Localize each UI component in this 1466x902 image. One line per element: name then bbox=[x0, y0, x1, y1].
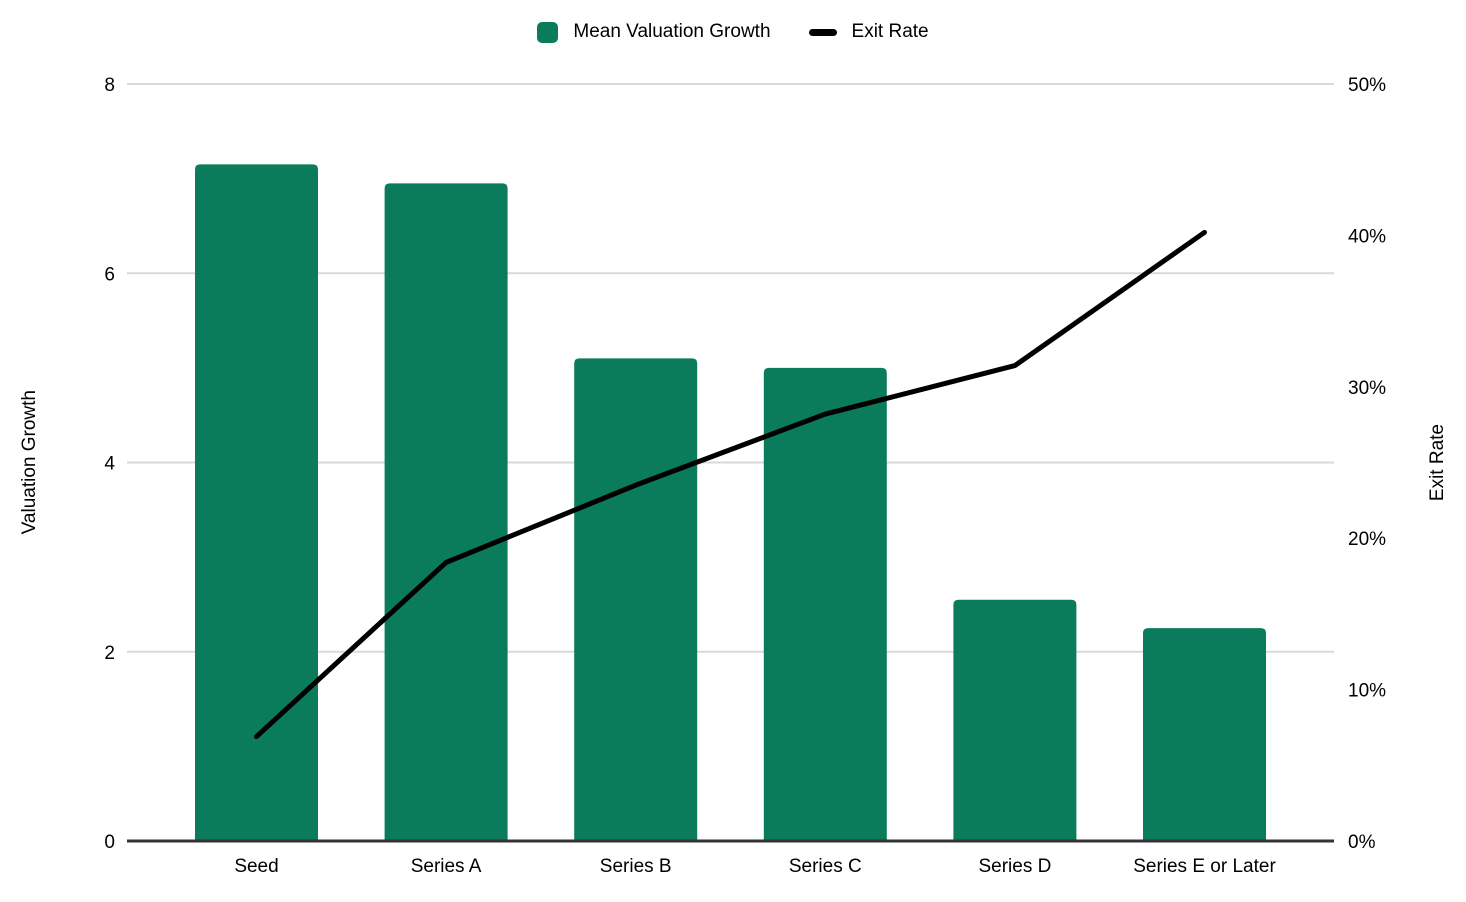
valuation-growth-bar-3 bbox=[763, 367, 887, 841]
right-axis-tick-label-0%: 0% bbox=[1348, 832, 1376, 853]
category-label-2: Series B bbox=[600, 856, 672, 877]
category-label-1: Series A bbox=[411, 856, 482, 877]
legend-item-exit-rate: Exit Rate bbox=[808, 21, 929, 43]
left-axis-tick-label-4: 4 bbox=[104, 454, 115, 475]
category-label-5: Series E or Later bbox=[1133, 856, 1276, 877]
left-axis-tick-label-8: 8 bbox=[104, 75, 115, 96]
valuation-growth-bar-5 bbox=[1143, 628, 1266, 841]
right-axis-tick-label-50%: 50% bbox=[1348, 75, 1386, 96]
category-label-4: Series D bbox=[978, 856, 1051, 877]
valuation-growth-bar-4 bbox=[953, 599, 1077, 841]
exit-rate-line bbox=[254, 229, 1207, 740]
right-axis-tick-label-10%: 10% bbox=[1348, 681, 1386, 702]
legend: Mean Valuation Growth Exit Rate bbox=[0, 12, 1466, 52]
bar-series-swatch-icon bbox=[537, 21, 559, 43]
left-axis-title: Valuation Growth bbox=[19, 390, 40, 535]
valuation-growth-bar-2 bbox=[574, 358, 698, 841]
valuation-growth-bar-1 bbox=[384, 183, 508, 841]
valuation-growth-bar-0 bbox=[195, 164, 318, 841]
category-label-0: Seed bbox=[234, 856, 278, 877]
right-axis-tick-label-20%: 20% bbox=[1348, 529, 1386, 550]
category-label-3: Series C bbox=[789, 856, 862, 877]
left-axis-tick-label-0: 0 bbox=[104, 832, 115, 853]
legend-item-mean-valuation-growth: Mean Valuation Growth bbox=[537, 21, 771, 43]
legend-label-line-series: Exit Rate bbox=[851, 21, 929, 42]
right-axis-tick-label-30%: 30% bbox=[1348, 378, 1386, 399]
right-axis-title-container: Exit Rate bbox=[1424, 84, 1452, 841]
left-axis-tick-label-6: 6 bbox=[104, 264, 115, 285]
right-axis-tick-label-40%: 40% bbox=[1348, 226, 1386, 247]
left-axis-title-container: Valuation Growth bbox=[16, 84, 44, 841]
legend-label-bar-series: Mean Valuation Growth bbox=[573, 21, 771, 42]
left-axis-tick-label-2: 2 bbox=[104, 643, 115, 664]
line-series-swatch-icon bbox=[808, 28, 837, 36]
right-axis-title: Exit Rate bbox=[1427, 423, 1448, 502]
